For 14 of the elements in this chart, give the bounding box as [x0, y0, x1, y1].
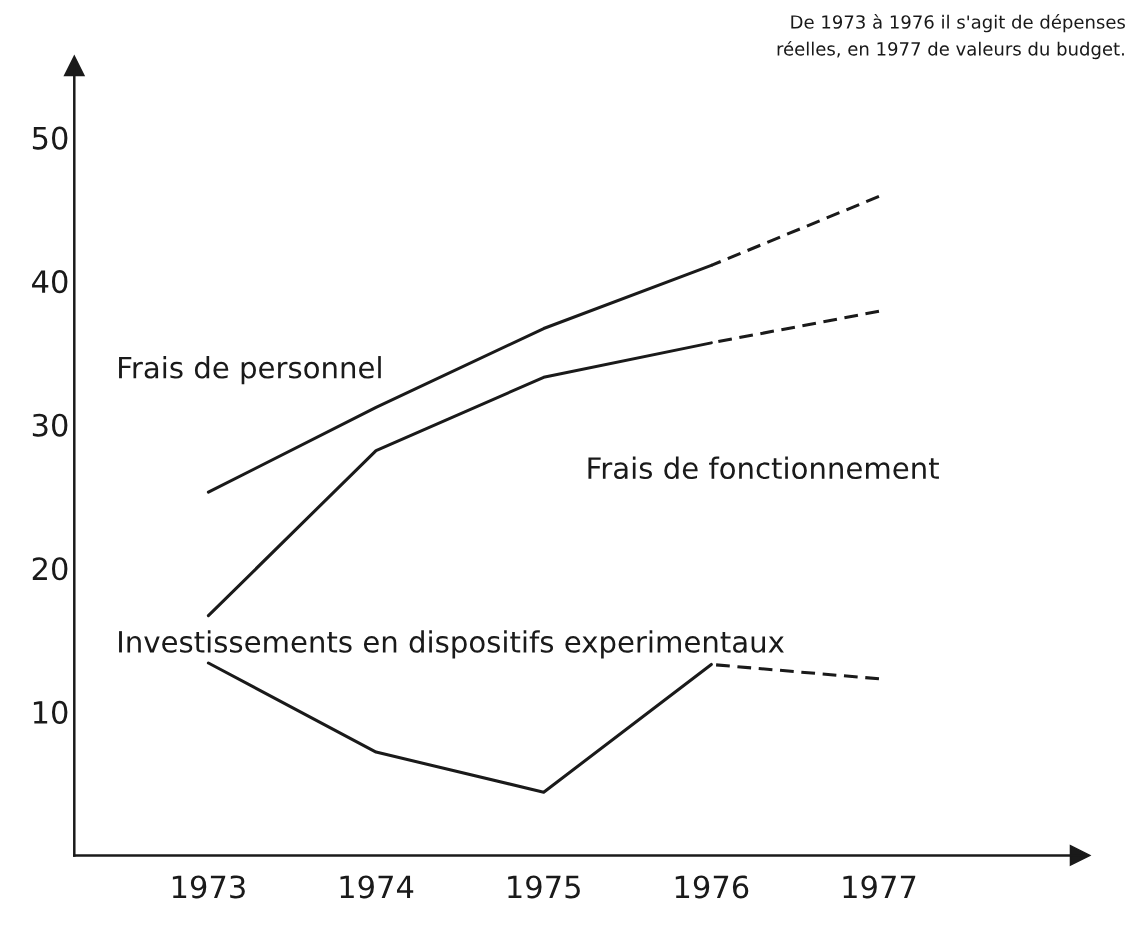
x-tick-label: 1974 [340, 875, 414, 899]
x-tick-label: 1976 [675, 875, 749, 899]
y-tick-label: 30 [32, 413, 68, 437]
y-tick-label: 50 [32, 126, 68, 150]
series-label: Frais de personnel [119, 356, 381, 385]
x-tick-label: 1973 [172, 875, 245, 899]
y-tick-label: 10 [33, 700, 68, 724]
text: Frais de fonctionnement [588, 456, 939, 480]
text: De 1973 à 1976 il s'agit de dépenses réelles, en 1977 de valeurs du budget. [777, 14, 1125, 60]
x-tick-label: 1977 [843, 875, 916, 899]
text: Investissements en dispositifs experimentaux [119, 630, 784, 659]
y-tick-label: 20 [32, 557, 68, 581]
x-tick-label: 1975 [508, 875, 580, 899]
y-tick-label: 40 [32, 270, 68, 294]
